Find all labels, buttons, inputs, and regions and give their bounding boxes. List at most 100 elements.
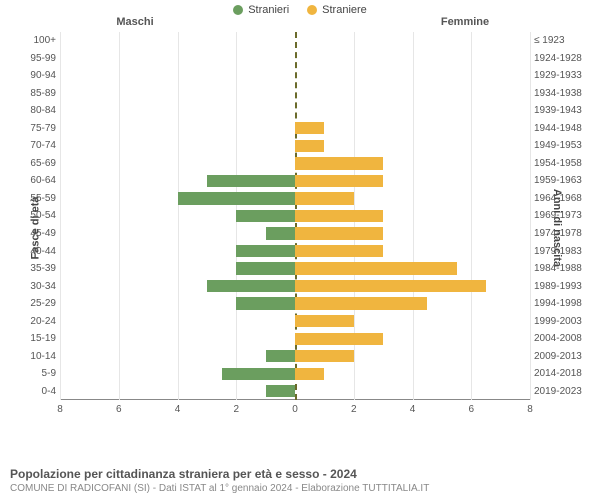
- age-label: 15-19: [20, 333, 60, 344]
- population-pyramid-chart: Fasce di età Anni di nascita 100+≤ 19239…: [0, 28, 600, 428]
- bar-male: [266, 385, 295, 397]
- birth-year-label: 1989-1993: [530, 281, 590, 292]
- pyramid-row: 75-791944-1948: [60, 120, 530, 138]
- bar-male: [266, 350, 295, 362]
- age-label: 80-84: [20, 105, 60, 116]
- age-label: 10-14: [20, 351, 60, 362]
- age-label: 100+: [20, 35, 60, 46]
- birth-year-label: 2014-2018: [530, 368, 590, 379]
- birth-year-label: 1954-1958: [530, 158, 590, 169]
- bar-male: [236, 245, 295, 257]
- bar-female: [295, 297, 427, 309]
- x-tick-label: 6: [468, 404, 474, 415]
- x-axis: 8 6 4 2 0 2 4 6 8: [60, 404, 530, 418]
- birth-year-label: 1974-1978: [530, 228, 590, 239]
- birth-year-label: 2004-2008: [530, 333, 590, 344]
- legend-item-female: Straniere: [307, 4, 367, 16]
- pyramid-row: 15-192004-2008: [60, 330, 530, 348]
- pyramid-row: 0-42019-2023: [60, 382, 530, 400]
- birth-year-label: 1969-1973: [530, 210, 590, 221]
- legend-label-male: Stranieri: [248, 4, 289, 16]
- x-tick-label: 6: [116, 404, 122, 415]
- birth-year-label: 2009-2013: [530, 351, 590, 362]
- bar-female: [295, 262, 457, 274]
- birth-year-label: 2019-2023: [530, 386, 590, 397]
- legend: Stranieri Straniere: [0, 0, 600, 16]
- age-label: 40-44: [20, 246, 60, 257]
- age-label: 75-79: [20, 123, 60, 134]
- pyramid-row: 100+≤ 1923: [60, 32, 530, 50]
- birth-year-label: 1984-1988: [530, 263, 590, 274]
- pyramid-row: 95-991924-1928: [60, 50, 530, 68]
- bar-female: [295, 368, 324, 380]
- x-tick-label: 8: [527, 404, 533, 415]
- bar-female: [295, 227, 383, 239]
- pyramid-row: 90-941929-1933: [60, 67, 530, 85]
- bar-male: [266, 227, 295, 239]
- bar-female: [295, 175, 383, 187]
- birth-year-label: 1949-1953: [530, 140, 590, 151]
- birth-year-label: 1939-1943: [530, 105, 590, 116]
- age-label: 70-74: [20, 140, 60, 151]
- pyramid-row: 45-491974-1978: [60, 225, 530, 243]
- x-tick-label: 2: [233, 404, 239, 415]
- age-label: 45-49: [20, 228, 60, 239]
- age-label: 55-59: [20, 193, 60, 204]
- bar-male: [207, 175, 295, 187]
- x-tick-label: 4: [175, 404, 181, 415]
- birth-year-label: 1964-1968: [530, 193, 590, 204]
- bar-female: [295, 333, 383, 345]
- pyramid-row: 30-341989-1993: [60, 277, 530, 295]
- birth-year-label: 1999-2003: [530, 316, 590, 327]
- age-label: 65-69: [20, 158, 60, 169]
- bar-female: [295, 245, 383, 257]
- section-title-male: Maschi: [0, 16, 300, 28]
- pyramid-row: 65-691954-1958: [60, 155, 530, 173]
- age-label: 0-4: [20, 386, 60, 397]
- bar-female: [295, 140, 324, 152]
- birth-year-label: 1979-1983: [530, 246, 590, 257]
- birth-year-label: 1934-1938: [530, 88, 590, 99]
- bar-female: [295, 122, 324, 134]
- pyramid-row: 10-142009-2013: [60, 347, 530, 365]
- bar-female: [295, 210, 383, 222]
- pyramid-row: 20-241999-2003: [60, 312, 530, 330]
- age-label: 30-34: [20, 281, 60, 292]
- pyramid-row: 50-541969-1973: [60, 207, 530, 225]
- x-tick-label: 8: [57, 404, 63, 415]
- bar-male: [236, 210, 295, 222]
- pyramid-row: 80-841939-1943: [60, 102, 530, 120]
- bar-male: [207, 280, 295, 292]
- age-label: 95-99: [20, 53, 60, 64]
- plot-area: 100+≤ 192395-991924-192890-941929-193385…: [60, 32, 530, 400]
- bar-male: [236, 262, 295, 274]
- bar-female: [295, 315, 354, 327]
- bar-female: [295, 350, 354, 362]
- birth-year-label: 1959-1963: [530, 175, 590, 186]
- bar-female: [295, 157, 383, 169]
- birth-year-label: 1929-1933: [530, 70, 590, 81]
- bar-male: [178, 192, 296, 204]
- x-tick-label: 2: [351, 404, 357, 415]
- pyramid-row: 60-641959-1963: [60, 172, 530, 190]
- age-label: 90-94: [20, 70, 60, 81]
- x-tick-label: 0: [292, 404, 298, 415]
- pyramid-row: 70-741949-1953: [60, 137, 530, 155]
- legend-label-female: Straniere: [322, 4, 367, 16]
- legend-swatch-female: [307, 5, 317, 15]
- age-label: 85-89: [20, 88, 60, 99]
- pyramid-row: 55-591964-1968: [60, 190, 530, 208]
- chart-title: Popolazione per cittadinanza straniera p…: [10, 467, 429, 481]
- bar-male: [222, 368, 295, 380]
- age-label: 35-39: [20, 263, 60, 274]
- age-label: 50-54: [20, 210, 60, 221]
- birth-year-label: ≤ 1923: [530, 35, 590, 46]
- x-tick-label: 4: [410, 404, 416, 415]
- bar-male: [236, 297, 295, 309]
- age-label: 20-24: [20, 316, 60, 327]
- pyramid-row: 35-391984-1988: [60, 260, 530, 278]
- bar-female: [295, 280, 486, 292]
- birth-year-label: 1924-1928: [530, 53, 590, 64]
- birth-year-label: 1994-1998: [530, 298, 590, 309]
- age-label: 5-9: [20, 368, 60, 379]
